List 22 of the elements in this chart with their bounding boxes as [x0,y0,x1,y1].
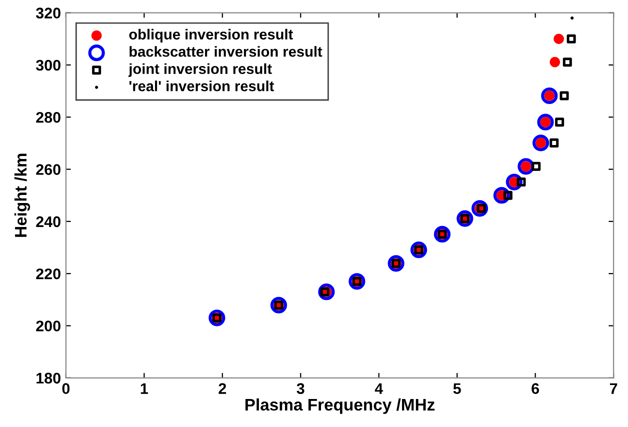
x-tick-label: 2 [218,383,226,394]
y-tick-label: 240 [36,216,60,228]
x-tick-label: 7 [610,383,618,394]
x-axis-title: Plasma Frequency /MHz [245,398,435,414]
legend-label: backscatter inversion result [130,46,322,57]
x-tick-label: 1 [140,383,148,394]
y-tick-label: 280 [36,112,60,123]
y-tick-label: 200 [36,320,60,332]
y-axis-title: Height /km [14,154,30,237]
legend-label: joint inversion result [128,63,272,77]
x-tick-label: 6 [532,383,540,394]
x-tick-label: 3 [296,383,304,394]
x-tick-label: 5 [453,383,461,394]
x-tick-label: 0 [62,383,70,394]
y-tick-label: 220 [36,268,60,280]
x-tick-label: 4 [374,383,384,394]
legend-label: oblique inversion result [129,28,293,42]
y-tick-label: 180 [36,372,60,384]
y-tick-label: 320 [36,8,60,19]
legend-label: 'real' inversion result [129,80,274,92]
y-tick-label: 260 [36,164,60,175]
y-tick-label: 300 [36,60,60,71]
